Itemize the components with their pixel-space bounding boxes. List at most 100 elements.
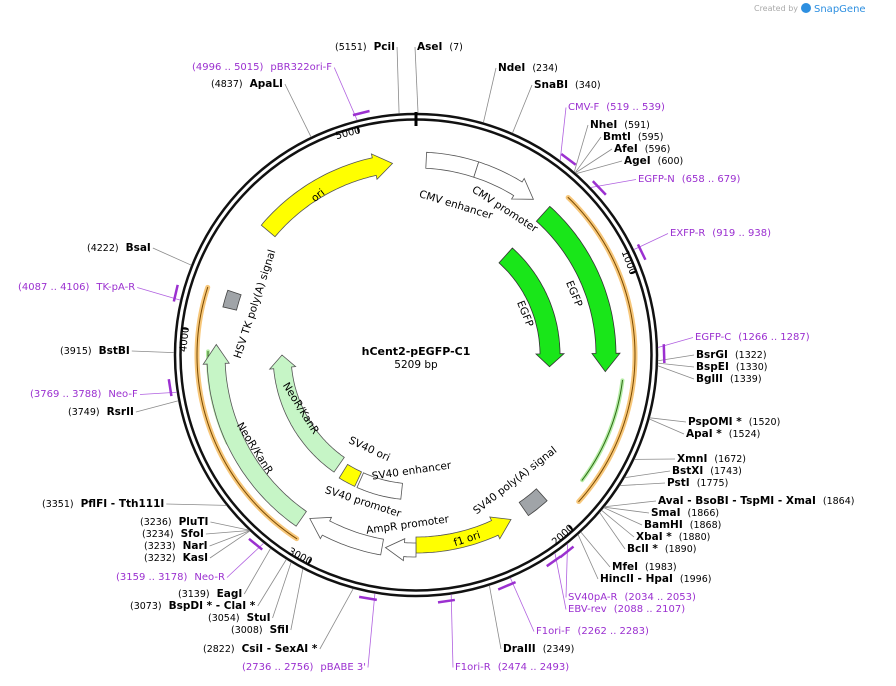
site-label: XbaI * (1880)	[636, 531, 710, 543]
site-position: (2262 .. 2283)	[577, 626, 649, 637]
site-label: HincII - HpaI (1996)	[600, 573, 711, 585]
site: SnaBI (340)	[512, 79, 601, 134]
site: BglII (1339)	[657, 365, 762, 385]
site-label: (5151) PciI	[335, 41, 395, 53]
site-name: pBABE 3'	[320, 662, 366, 673]
primer-site	[352, 109, 370, 117]
site: AvaI - BsoBI - TspMI - XmaI (1864)	[604, 495, 854, 508]
site-position: (3769 .. 3788)	[30, 389, 102, 400]
site-label: (2822) CsiI - SexAI *	[203, 643, 318, 655]
site-position: (658 .. 679)	[682, 174, 741, 185]
site-name: Neo-F	[108, 389, 138, 400]
site: (3233) NarI	[144, 530, 250, 552]
site: BstXI (1743)	[624, 465, 742, 479]
ring-tick-label: 4000	[178, 326, 192, 353]
site-label: NdeI (234)	[498, 62, 558, 74]
site-name: BsaI	[126, 242, 151, 254]
site-label: AfeI (596)	[614, 143, 670, 155]
site-position: (1743)	[710, 466, 742, 477]
leader-line	[574, 136, 602, 173]
site-name: AvaI - BsoBI - TspMI - XmaI	[658, 495, 816, 507]
feature-arrow	[425, 151, 480, 178]
site: BamHI (1868)	[603, 507, 721, 531]
site: F1ori-R (2474 .. 2493)	[450, 594, 569, 673]
site-position: (1524)	[729, 429, 761, 440]
site: (3008) SfiI	[231, 568, 304, 636]
site-label: BamHI (1868)	[644, 519, 721, 531]
site: XmnI (1672)	[634, 453, 746, 465]
site: (4222) BsaI	[87, 242, 192, 266]
feature-arrow	[222, 289, 242, 311]
site-position: (3054)	[208, 613, 240, 624]
leader-line	[284, 83, 312, 138]
site: PspOMI * (1520)	[649, 416, 780, 428]
site-position: (1322)	[735, 350, 767, 361]
site-name: SV40pA-R	[568, 592, 617, 603]
site-position: (3073)	[130, 601, 162, 612]
leader-line	[619, 482, 666, 487]
site: (5151) PciI	[335, 41, 400, 114]
site: AseI (7)	[414, 41, 463, 114]
feature-arrow	[415, 516, 512, 554]
site: (3236) PluTI	[140, 516, 250, 531]
feature-label: SV40 ori	[347, 434, 392, 464]
site-position: (2736 .. 2756)	[242, 662, 314, 673]
site-position: (3749)	[68, 407, 100, 418]
site: SmaI (1866)	[604, 506, 720, 519]
site-position: (2349)	[543, 644, 575, 655]
site-position: (5151)	[335, 42, 367, 53]
leader-line	[554, 553, 567, 610]
leader-line	[575, 148, 613, 174]
site: (3073) BspDI * - ClaI *	[130, 559, 287, 612]
site-label: BstXI (1743)	[672, 465, 742, 477]
site: MfeI (1983)	[580, 531, 677, 573]
site-name: CsiI - SexAI *	[242, 643, 318, 655]
leader-line	[559, 107, 567, 161]
site-label: (3236) PluTI	[140, 516, 208, 528]
leader-line	[414, 46, 419, 114]
site-label: BsrGI (1322)	[696, 349, 767, 361]
site-position: (4996 .. 5015)	[192, 62, 264, 73]
site-position: (3915)	[60, 346, 92, 357]
site-name: SmaI	[651, 507, 681, 519]
site-position: (3139)	[178, 589, 210, 600]
site: (3769 .. 3788) Neo-F	[30, 389, 177, 400]
site-position: (1866)	[688, 508, 720, 519]
site-label: (4087 .. 4106) TK-pA-R	[18, 282, 135, 293]
site-name: EGFP-N	[638, 174, 675, 185]
site: CMV-F (519 .. 539)	[559, 102, 665, 161]
leader-line	[272, 562, 292, 619]
site-name: PstI	[667, 477, 690, 489]
primer-site	[358, 595, 378, 602]
leader-line	[210, 521, 250, 531]
ring-tick	[181, 327, 189, 331]
site: (4087 .. 4106) TK-pA-R	[18, 282, 181, 301]
ring-tick	[568, 525, 574, 532]
site-label: F1ori-R (2474 .. 2493)	[455, 662, 569, 673]
site: (4996 .. 5015) pBR322ori-F	[192, 62, 358, 121]
site-label: NheI (591)	[590, 119, 650, 131]
site-name: XmnI	[677, 453, 707, 465]
annotation-arc	[581, 379, 623, 481]
site-position: (3233)	[144, 541, 176, 552]
site-position: (1880)	[679, 532, 711, 543]
site-name: F1ori-R	[455, 662, 491, 673]
site-name: SfoI	[181, 528, 204, 540]
site-label: (3073) BspDI * - ClaI *	[130, 600, 256, 612]
leader-line	[137, 287, 181, 301]
site-name: ApaLI	[250, 78, 283, 90]
site-label: (3232) KasI	[144, 552, 208, 564]
leader-line	[603, 507, 643, 526]
site-name: KasI	[183, 552, 208, 564]
leader-line	[573, 124, 589, 173]
site: HincII - HpaI (1996)	[577, 534, 711, 585]
feature-arrow	[384, 538, 417, 562]
leader-line	[243, 548, 271, 595]
ring-tick	[356, 126, 360, 134]
feature-label: SV40 poly(A) signal	[471, 444, 559, 517]
site-position: (1339)	[730, 374, 762, 385]
site-label: (3351) PflFI - Tth111I	[42, 498, 164, 510]
site: (2822) CsiI - SexAI *	[203, 588, 354, 655]
feature-label: SV40 enhancer	[371, 459, 453, 482]
site-label: (3769 .. 3788) Neo-F	[30, 389, 138, 400]
